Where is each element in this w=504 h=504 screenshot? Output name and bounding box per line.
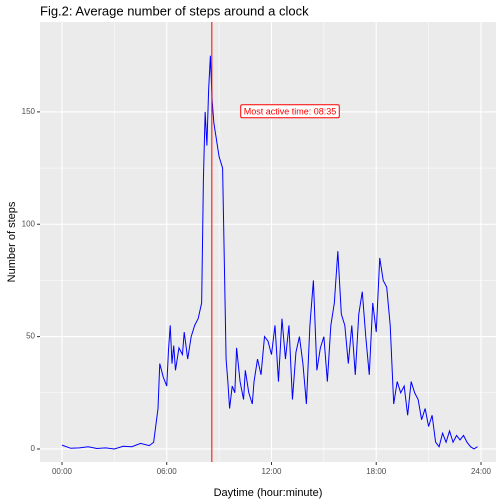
x-axis-label: Daytime (hour:minute) bbox=[214, 487, 323, 499]
y-axis-label: Number of steps bbox=[6, 201, 18, 282]
x-tick-label: 18:00 bbox=[366, 467, 387, 476]
data-line bbox=[61, 55, 478, 450]
x-tick-label: 12:00 bbox=[261, 467, 282, 476]
x-tick-label: 06:00 bbox=[157, 467, 178, 476]
chart-title: Fig.2: Average number of steps around a … bbox=[40, 3, 309, 18]
annotation-box bbox=[240, 104, 340, 119]
x-tick-label: 00:00 bbox=[52, 467, 73, 476]
y-tick-label: 100 bbox=[22, 219, 36, 228]
annotation: Most active time: 08:35 bbox=[244, 106, 337, 116]
y-tick-label: 0 bbox=[31, 444, 36, 453]
panel bbox=[40, 22, 496, 462]
x-tick-label: 24:00 bbox=[471, 467, 492, 476]
y-tick-label: 150 bbox=[22, 107, 36, 116]
y-tick-label: 50 bbox=[26, 332, 35, 341]
